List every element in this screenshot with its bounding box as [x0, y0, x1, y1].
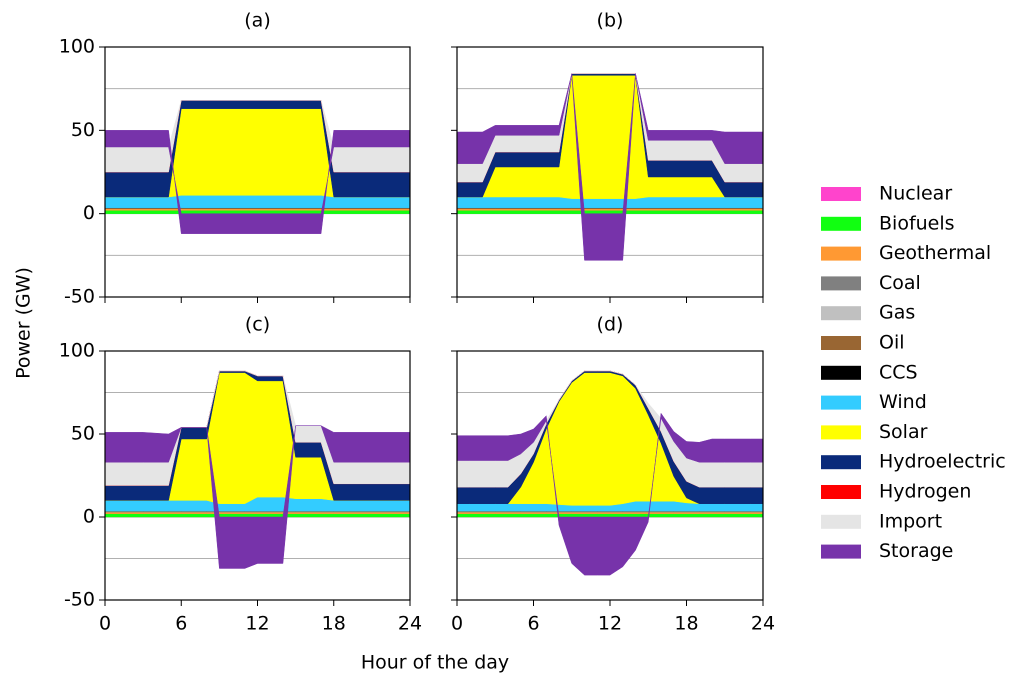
panel: (b) — [451, 10, 764, 303]
area — [105, 130, 410, 234]
y-tick-label: 100 — [59, 340, 95, 362]
legend-label: Coal — [879, 272, 921, 294]
area — [105, 425, 410, 569]
x-tick-label: 12 — [245, 613, 269, 635]
legend-swatch — [821, 455, 861, 470]
y-axis-label: Power (GW) — [13, 267, 35, 379]
x-tick-label: 6 — [175, 613, 187, 635]
legend-swatch — [821, 395, 861, 410]
areas — [105, 100, 410, 234]
x-tick-label: 6 — [527, 613, 539, 635]
area — [457, 210, 763, 214]
panel-title: (d) — [597, 314, 624, 336]
panel-title: (b) — [597, 10, 624, 32]
area — [105, 100, 410, 173]
area — [457, 73, 763, 261]
areas — [105, 370, 410, 569]
legend-label: Wind — [879, 391, 927, 413]
x-axis-label: Hour of the day — [361, 652, 509, 674]
areas — [457, 73, 763, 261]
area — [457, 513, 763, 518]
y-tick-label: 50 — [71, 423, 95, 445]
legend-label: CCS — [879, 361, 918, 383]
legend-label: Hydroelectric — [879, 451, 1006, 473]
area — [105, 513, 410, 518]
legend-swatch — [821, 187, 861, 201]
legend-swatch — [821, 216, 861, 231]
y-tick-label: 0 — [83, 202, 95, 224]
legend-swatch — [821, 276, 861, 291]
legend-label: Geothermal — [879, 242, 991, 264]
x-tick-label: 0 — [99, 613, 111, 635]
x-tick-label: 24 — [751, 613, 775, 635]
legend-label: Import — [879, 510, 942, 532]
y-tick-label: -50 — [64, 286, 95, 308]
x-tick-label: 12 — [598, 613, 622, 635]
x-tick-label: 18 — [322, 613, 346, 635]
y-tick-label: 0 — [83, 506, 95, 528]
areas — [457, 370, 763, 576]
area — [105, 210, 410, 214]
x-tick-label: 0 — [451, 613, 463, 635]
y-tick-label: 100 — [59, 36, 95, 58]
panel-title: (a) — [244, 10, 270, 32]
legend-label: Storage — [879, 540, 953, 562]
legend-swatch — [821, 425, 861, 440]
legend-label: Nuclear — [879, 183, 952, 205]
x-tick-label: 18 — [674, 613, 698, 635]
legend-label: Biofuels — [879, 212, 955, 234]
legend-label: Hydrogen — [879, 481, 971, 503]
legend-swatch — [821, 514, 861, 529]
y-tick-label: 50 — [71, 119, 95, 141]
x-tick-label: 24 — [398, 613, 422, 635]
legend-swatch — [821, 246, 861, 261]
legend-label: Oil — [879, 332, 905, 354]
panel: 0 6 12 18 24 (d) — [451, 314, 775, 635]
legend-label: Gas — [879, 302, 915, 324]
legend-swatch — [821, 544, 861, 559]
legend-swatch — [821, 336, 861, 350]
legend-swatch — [821, 365, 861, 380]
panel-title: (c) — [245, 314, 270, 336]
legend-label: Solar — [879, 421, 928, 443]
legend-swatch — [821, 306, 861, 321]
legend-swatch — [821, 485, 861, 499]
y-tick-label: -50 — [64, 589, 95, 611]
area — [457, 412, 763, 576]
panel: -50 0 50 100 (a) — [59, 10, 411, 308]
